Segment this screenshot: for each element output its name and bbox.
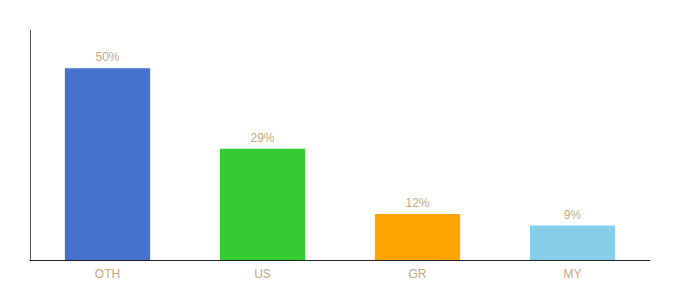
svg-text:US: US	[254, 267, 271, 281]
svg-text:9%: 9%	[564, 208, 582, 222]
svg-text:OTH: OTH	[95, 267, 120, 281]
svg-text:GR: GR	[409, 267, 427, 281]
svg-text:MY: MY	[564, 267, 582, 281]
svg-text:12%: 12%	[405, 196, 429, 210]
svg-text:29%: 29%	[250, 131, 274, 145]
svg-text:50%: 50%	[95, 50, 119, 64]
